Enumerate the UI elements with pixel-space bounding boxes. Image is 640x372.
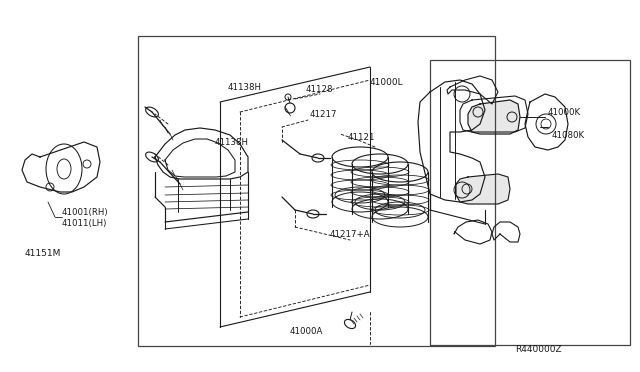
Text: 41000K: 41000K xyxy=(548,108,581,116)
Text: 41121: 41121 xyxy=(348,132,376,141)
Bar xyxy=(138,36,495,346)
Text: R440000Z: R440000Z xyxy=(515,346,562,355)
Text: 41138H: 41138H xyxy=(228,83,262,92)
Text: 41138H: 41138H xyxy=(215,138,249,147)
Text: 41000A: 41000A xyxy=(290,327,323,337)
Text: 41128: 41128 xyxy=(306,84,333,93)
Polygon shape xyxy=(468,100,520,134)
Text: 41217+A: 41217+A xyxy=(330,230,371,238)
Text: 41001(RH): 41001(RH) xyxy=(62,208,109,217)
Polygon shape xyxy=(456,174,510,204)
Text: 41151M: 41151M xyxy=(25,250,61,259)
Bar xyxy=(430,60,630,345)
Text: 41217: 41217 xyxy=(310,109,337,119)
Text: 41011(LH): 41011(LH) xyxy=(62,218,108,228)
Text: 41080K: 41080K xyxy=(552,131,585,140)
Text: 41000L: 41000L xyxy=(370,77,404,87)
